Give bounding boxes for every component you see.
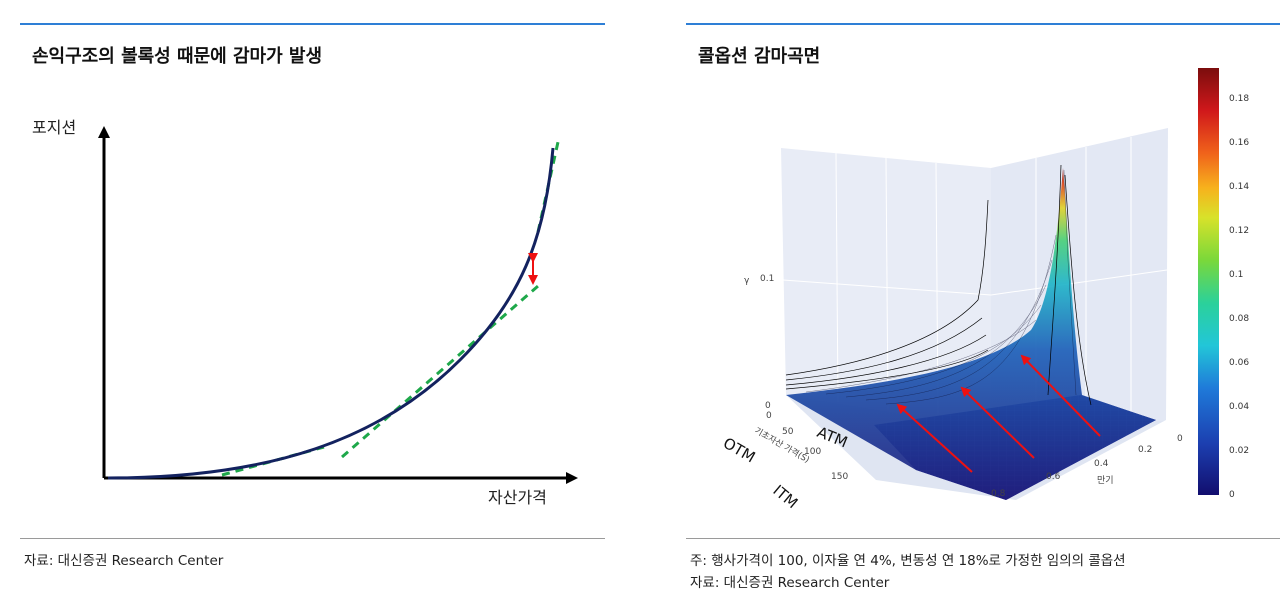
- gamma-arrow-1: [896, 403, 973, 473]
- payoff-curve: [107, 147, 555, 480]
- svg-text:0.2: 0.2: [1138, 445, 1152, 455]
- svg-text:0.12: 0.12: [1229, 226, 1249, 236]
- svg-text:0.18: 0.18: [1229, 94, 1249, 104]
- gamma-arrow-3: [1020, 354, 1101, 437]
- wireframe-lines: [785, 164, 1092, 406]
- y-axis-label: 포지션: [32, 118, 76, 137]
- right-bottom-rule: [686, 538, 1280, 539]
- left-chart-title: 손익구조의 볼록성 때문에 감마가 발생: [32, 46, 323, 67]
- svg-text:0.14: 0.14: [1229, 182, 1249, 192]
- svg-text:0.16: 0.16: [1229, 138, 1249, 148]
- right-top-rule: [686, 23, 1280, 25]
- z-tick-0-1: 0.1: [760, 274, 774, 284]
- gamma-arrow-2: [960, 386, 1035, 459]
- svg-text:0.4: 0.4: [1094, 459, 1109, 469]
- svg-text:150: 150: [831, 472, 848, 482]
- y-axis-label: 만기: [1097, 475, 1114, 486]
- svg-text:50: 50: [782, 427, 794, 437]
- itm-label: ITM: [769, 481, 801, 512]
- left-source: 자료: 대신증권 Research Center: [24, 553, 224, 569]
- wall-gridlines: [782, 137, 1168, 426]
- surface-ridge: [786, 168, 1156, 500]
- left-bottom-rule: [20, 538, 605, 539]
- svg-text:100: 100: [804, 447, 821, 457]
- svg-text:0.06: 0.06: [1229, 358, 1249, 368]
- svg-text:0: 0: [1177, 434, 1183, 444]
- right-chart-title: 콜옵션 감마곡면: [698, 46, 821, 67]
- gamma-surface-chart: 0 0.02 0.04 0.06 0.08 0.1 0.12 0.14 0.16…: [720, 68, 1249, 512]
- svg-text:0.08: 0.08: [1229, 314, 1249, 324]
- x-axis-ticks: 0 50 100 150: [766, 411, 848, 482]
- right-panel: 콜옵션 감마곡면: [686, 0, 1280, 591]
- y-axis-ticks: 0 0.2 0.4 0.6 0.8: [991, 434, 1183, 499]
- left-top-rule: [20, 23, 605, 25]
- tangent-line-2: [341, 284, 539, 459]
- z-axis-label: γ: [744, 276, 750, 286]
- otm-label: OTM: [720, 434, 758, 467]
- z-tick-0: 0: [765, 401, 771, 411]
- colorbar: [1198, 68, 1219, 495]
- left-panel: 손익구조의 볼록성 때문에 감마가 발생 포지션 자산가격 자료: 대신증권 R…: [20, 0, 605, 587]
- back-wall-left: [781, 148, 991, 428]
- svg-text:0.02: 0.02: [1229, 446, 1249, 456]
- svg-text:0: 0: [1229, 490, 1235, 500]
- surface-mesh: [805, 169, 1077, 405]
- colorbar-ticks: 0 0.02 0.04 0.06 0.08 0.1 0.12 0.14 0.16…: [1229, 94, 1249, 500]
- svg-text:0.6: 0.6: [1046, 472, 1061, 482]
- x-axis-label: 자산가격: [488, 488, 547, 507]
- svg-text:0.8: 0.8: [991, 489, 1006, 499]
- right-source: 자료: 대신증권 Research Center: [690, 575, 890, 591]
- svg-text:0: 0: [766, 411, 772, 421]
- svg-text:0.04: 0.04: [1229, 402, 1249, 412]
- convexity-chart: 포지션 자산가격: [32, 118, 578, 507]
- svg-text:0.1: 0.1: [1229, 270, 1243, 280]
- right-note: 주: 행사가격이 100, 이자율 연 4%, 변동성 연 18%로 가정한 임…: [690, 553, 1126, 569]
